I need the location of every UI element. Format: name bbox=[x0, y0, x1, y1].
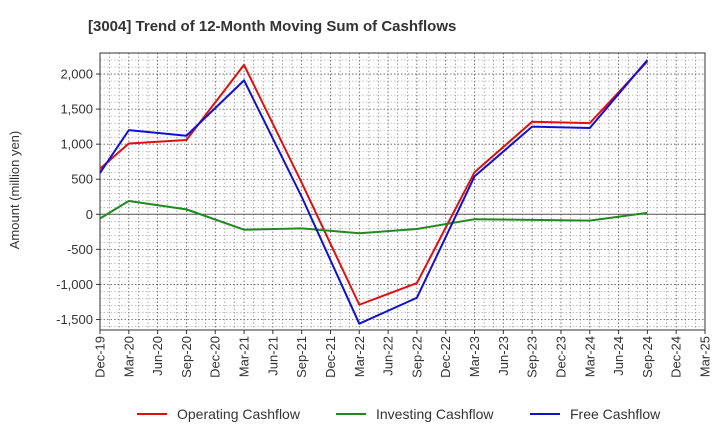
legend: Operating Cashflow Investing Cashflow Free… bbox=[137, 406, 661, 422]
x-tick-label: Dec-19 bbox=[93, 336, 108, 378]
plot-background bbox=[100, 53, 705, 330]
x-tick-label: Jun-23 bbox=[496, 336, 511, 376]
y-tick-label: 0 bbox=[86, 207, 93, 222]
x-tick-label: Sep-24 bbox=[640, 336, 655, 378]
y-tick-label: 1,000 bbox=[60, 137, 93, 152]
y-tick-label: -1,000 bbox=[56, 277, 93, 292]
x-tick-label: Jun-20 bbox=[150, 336, 165, 376]
x-tick-label: Jun-22 bbox=[381, 336, 396, 376]
legend-label: Free Cashflow bbox=[570, 406, 661, 422]
y-tick-label: -500 bbox=[67, 242, 93, 257]
x-tick-label: Sep-22 bbox=[409, 336, 424, 378]
x-tick-label: Dec-20 bbox=[208, 336, 223, 378]
plot-area: -1,500 -1,000 -500 0 500 1,000 1,500 2,000 Dec-1… bbox=[56, 52, 713, 378]
x-tick-label: Jun-24 bbox=[611, 336, 626, 376]
x-tick-label: Mar-20 bbox=[121, 336, 136, 377]
x-tick-label: Mar-23 bbox=[467, 336, 482, 377]
y-tick-label: -1,500 bbox=[56, 312, 93, 327]
series-line-operating-cashflow bbox=[99, 60, 649, 306]
y-tick-label: 500 bbox=[71, 172, 93, 187]
y-axis-label: Amount (million yen) bbox=[7, 131, 22, 250]
x-tick-label: Dec-23 bbox=[553, 336, 568, 378]
y-tick-label: 1,500 bbox=[60, 102, 93, 117]
x-tick-label: Dec-22 bbox=[438, 336, 453, 378]
x-tick-label: Mar-25 bbox=[698, 336, 713, 377]
y-tick-label: 2,000 bbox=[60, 67, 93, 82]
x-tick-label: Sep-23 bbox=[525, 336, 540, 378]
x-tick-label: Mar-21 bbox=[237, 336, 252, 377]
x-tick-label: Mar-24 bbox=[582, 336, 597, 377]
plot-frame bbox=[99, 52, 706, 331]
legend-label: Operating Cashflow bbox=[177, 406, 301, 422]
chart-title: [3004] Trend of 12-Month Moving Sum of C… bbox=[88, 18, 456, 35]
x-tick-label: Dec-21 bbox=[323, 336, 338, 378]
x-tick-label: Mar-22 bbox=[352, 336, 367, 377]
series-line-investing-cashflow bbox=[99, 199, 648, 235]
series-line-free-cashflow bbox=[99, 59, 649, 325]
x-tick-label: Sep-20 bbox=[179, 336, 194, 378]
legend-label: Investing Cashflow bbox=[376, 406, 494, 422]
x-tick-label: Dec-24 bbox=[669, 336, 684, 378]
x-tick-label: Sep-21 bbox=[294, 336, 309, 378]
x-tick-label: Jun-21 bbox=[265, 336, 280, 376]
